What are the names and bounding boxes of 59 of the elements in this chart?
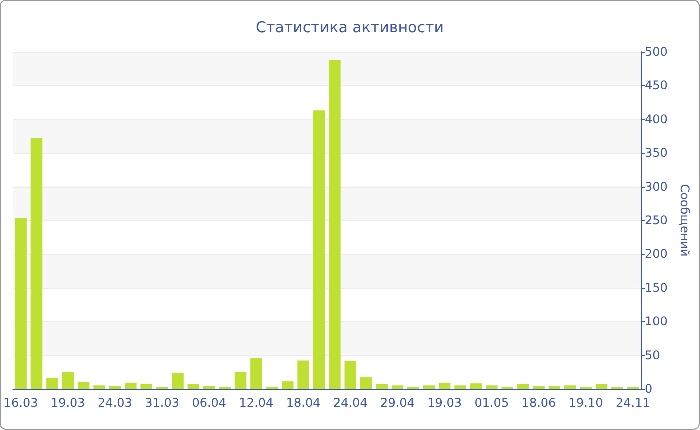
x-tick-label: 12.04 <box>239 396 274 410</box>
bar <box>172 374 184 389</box>
bar <box>313 110 326 389</box>
x-tick-label: 19.03 <box>50 396 86 410</box>
bar <box>250 358 262 389</box>
y-tick-label: 350 <box>645 146 668 160</box>
y-tick-label: 200 <box>645 247 668 262</box>
x-tick-label: 24.03 <box>98 396 132 410</box>
bar <box>376 384 388 389</box>
y-tick-label: 100 <box>645 314 668 329</box>
bar <box>140 384 152 389</box>
bar <box>78 382 90 389</box>
bar <box>46 378 58 389</box>
x-tick-label: 24.04 <box>333 396 368 410</box>
bar <box>62 372 74 389</box>
bar <box>282 382 294 389</box>
bar <box>94 386 106 389</box>
bar <box>596 384 608 389</box>
bar <box>548 386 561 389</box>
bar <box>15 218 27 389</box>
bar <box>125 382 137 389</box>
bar <box>329 60 341 389</box>
x-tick-label: 19.03 <box>428 396 462 410</box>
bar <box>30 138 43 389</box>
bar <box>470 384 482 389</box>
bar <box>204 386 216 389</box>
x-tick-label: 29.04 <box>380 396 415 410</box>
bar <box>360 378 372 389</box>
y-tick-label: 300 <box>645 180 668 194</box>
y-tick-label: 150 <box>645 280 668 295</box>
y-tick-label: 50 <box>645 348 660 362</box>
bar <box>486 386 498 389</box>
bar <box>234 372 247 389</box>
bar <box>564 386 576 389</box>
x-tick-label: 18.06 <box>522 396 556 410</box>
chart-title: Статистика активности <box>256 18 444 36</box>
x-tick-label: 19.10 <box>568 396 604 410</box>
bar <box>392 386 404 389</box>
x-tick-label: 16.03 <box>4 396 38 410</box>
y-tick-label: 500 <box>645 45 668 59</box>
bar <box>109 386 122 389</box>
y-tick-label: 450 <box>645 78 668 93</box>
bar <box>517 384 530 389</box>
bar <box>188 384 200 389</box>
x-tick-label: 01.05 <box>474 396 510 410</box>
y-tick-label: 400 <box>645 112 668 126</box>
bar <box>454 386 466 389</box>
bar <box>344 361 357 389</box>
y-tick-label: 0 <box>645 382 653 396</box>
bar <box>423 386 436 389</box>
y-axis-title: Сообщений <box>678 184 692 257</box>
bar <box>298 360 310 389</box>
x-tick-label: 18.04 <box>286 396 321 410</box>
x-tick-label: 31.03 <box>145 396 180 410</box>
x-tick-label: 06.04 <box>192 396 227 410</box>
y-tick-label: 250 <box>645 214 668 228</box>
bar <box>533 386 545 389</box>
x-tick-label: 24.11 <box>616 396 650 410</box>
bar <box>438 382 451 389</box>
